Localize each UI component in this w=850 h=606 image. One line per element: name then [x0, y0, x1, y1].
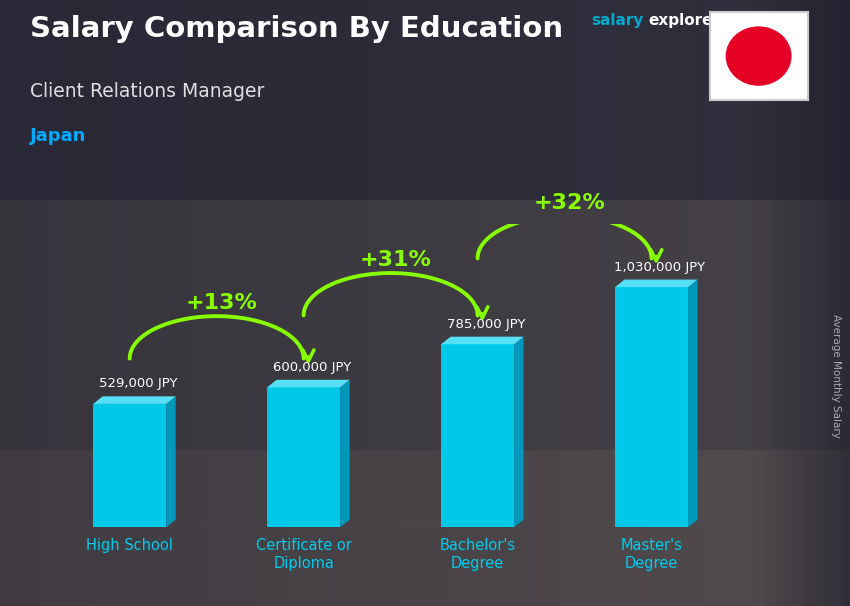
Polygon shape	[441, 337, 524, 344]
Text: 600,000 JPY: 600,000 JPY	[273, 361, 351, 374]
Polygon shape	[94, 396, 176, 404]
Polygon shape	[267, 380, 349, 387]
Polygon shape	[167, 396, 176, 527]
Text: salary: salary	[591, 13, 643, 28]
Polygon shape	[615, 287, 688, 527]
Text: +13%: +13%	[185, 293, 258, 313]
Text: Average Monthly Salary: Average Monthly Salary	[830, 314, 841, 438]
Polygon shape	[688, 279, 698, 527]
Text: Client Relations Manager: Client Relations Manager	[30, 82, 264, 101]
Circle shape	[727, 27, 790, 85]
Text: +31%: +31%	[360, 250, 431, 270]
Text: explorer: explorer	[649, 13, 721, 28]
Polygon shape	[340, 380, 349, 527]
Text: 785,000 JPY: 785,000 JPY	[446, 318, 525, 331]
Text: 529,000 JPY: 529,000 JPY	[99, 378, 177, 390]
Text: +32%: +32%	[534, 193, 605, 213]
Text: 1,030,000 JPY: 1,030,000 JPY	[615, 261, 706, 273]
Text: .com: .com	[718, 13, 759, 28]
Polygon shape	[441, 344, 514, 527]
Polygon shape	[94, 404, 167, 527]
Polygon shape	[514, 337, 524, 527]
Polygon shape	[267, 387, 340, 527]
Polygon shape	[615, 279, 698, 287]
Text: Japan: Japan	[30, 127, 86, 145]
Text: Salary Comparison By Education: Salary Comparison By Education	[30, 15, 563, 43]
